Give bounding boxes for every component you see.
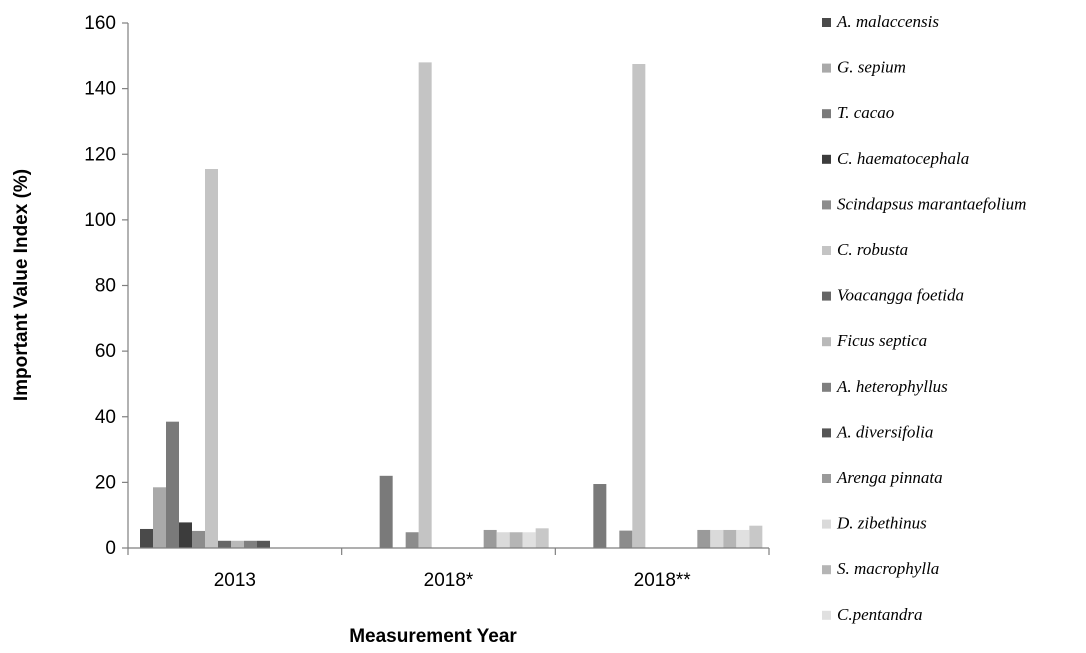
bar	[697, 529, 711, 548]
y-tick-label: 80	[95, 276, 116, 297]
legend-swatch	[822, 154, 831, 164]
x-axis-title: Measurement Year	[349, 626, 517, 647]
legend-swatch	[822, 109, 831, 119]
bar	[496, 532, 510, 548]
bar	[522, 532, 536, 548]
x-tick-label: 2018**	[634, 570, 692, 591]
legend-label: T. cacao	[837, 103, 894, 122]
bar	[205, 169, 218, 548]
bar	[483, 529, 497, 548]
bar	[405, 532, 419, 548]
legend-swatch	[822, 565, 831, 575]
legend-swatch	[822, 519, 831, 529]
bar	[535, 528, 549, 548]
legend-label: A. malaccensis	[836, 12, 939, 31]
y-tick-label: 140	[84, 79, 116, 100]
bar	[179, 522, 192, 548]
legend-swatch	[822, 428, 831, 438]
y-tick-label: 160	[84, 13, 116, 34]
legend-label: C. robusta	[837, 240, 908, 259]
legend-label: A. diversifolia	[836, 422, 933, 441]
bar	[593, 484, 607, 548]
legend-label: Arenga pinnata	[836, 468, 943, 487]
y-tick-labels: 0 20 40 60 80 100 120 140 160	[84, 13, 116, 559]
bar	[166, 421, 179, 548]
legend-label: C. haematocephala	[837, 149, 969, 168]
bar	[710, 529, 724, 548]
legend-swatch	[822, 200, 831, 210]
legend-label: P. falcataria	[836, 650, 921, 653]
legend-swatch	[822, 18, 831, 27]
legend-swatch	[822, 382, 831, 392]
bar	[749, 525, 763, 548]
legend-label: A. heterophyllus	[836, 377, 948, 396]
x-tick-labels: 2013 2018* 2018**	[214, 570, 692, 591]
bar	[244, 540, 257, 548]
bar	[509, 532, 523, 548]
y-tick-label: 40	[95, 407, 116, 428]
y-tick-label: 100	[84, 210, 116, 231]
bars-group	[140, 62, 763, 548]
legend-label: Voacangga foetida	[837, 286, 964, 305]
bar	[153, 487, 166, 548]
legend-swatch	[822, 63, 831, 73]
x-tick-label: 2013	[214, 570, 256, 591]
bar	[231, 540, 244, 548]
bar	[723, 529, 737, 548]
legend-swatch	[822, 337, 831, 347]
bar	[192, 530, 205, 548]
y-tick-label: 0	[105, 538, 116, 559]
bar	[736, 529, 750, 548]
legend-swatch	[822, 474, 831, 483]
legend-swatch	[822, 610, 831, 620]
legend-label: D. zibethinus	[836, 514, 927, 533]
x-tick-label: 2018*	[424, 570, 474, 591]
y-axis-title: Important Value Index (%)	[11, 169, 32, 401]
bar	[379, 475, 393, 548]
legend-label: Scindapsus marantaefolium	[837, 194, 1026, 213]
legend-swatch	[822, 246, 831, 255]
bar	[257, 540, 270, 548]
bar	[418, 62, 432, 548]
legend-label: Ficus septica	[836, 331, 927, 350]
bar	[619, 530, 633, 548]
legend-label: G. sepium	[837, 58, 906, 77]
bar	[632, 64, 646, 548]
legend-label: C.pentandra	[837, 605, 922, 624]
bar	[218, 540, 231, 548]
legend-label: S. macrophylla	[837, 559, 939, 578]
bar	[140, 528, 153, 548]
axes-group	[122, 22, 770, 555]
y-tick-label: 60	[95, 341, 116, 362]
y-tick-label: 20	[95, 472, 116, 493]
legend-swatch	[822, 291, 831, 301]
legend: A. malaccensis G. sepium T. cacao C. haemat…	[822, 12, 1026, 653]
y-tick-label: 120	[84, 144, 116, 165]
